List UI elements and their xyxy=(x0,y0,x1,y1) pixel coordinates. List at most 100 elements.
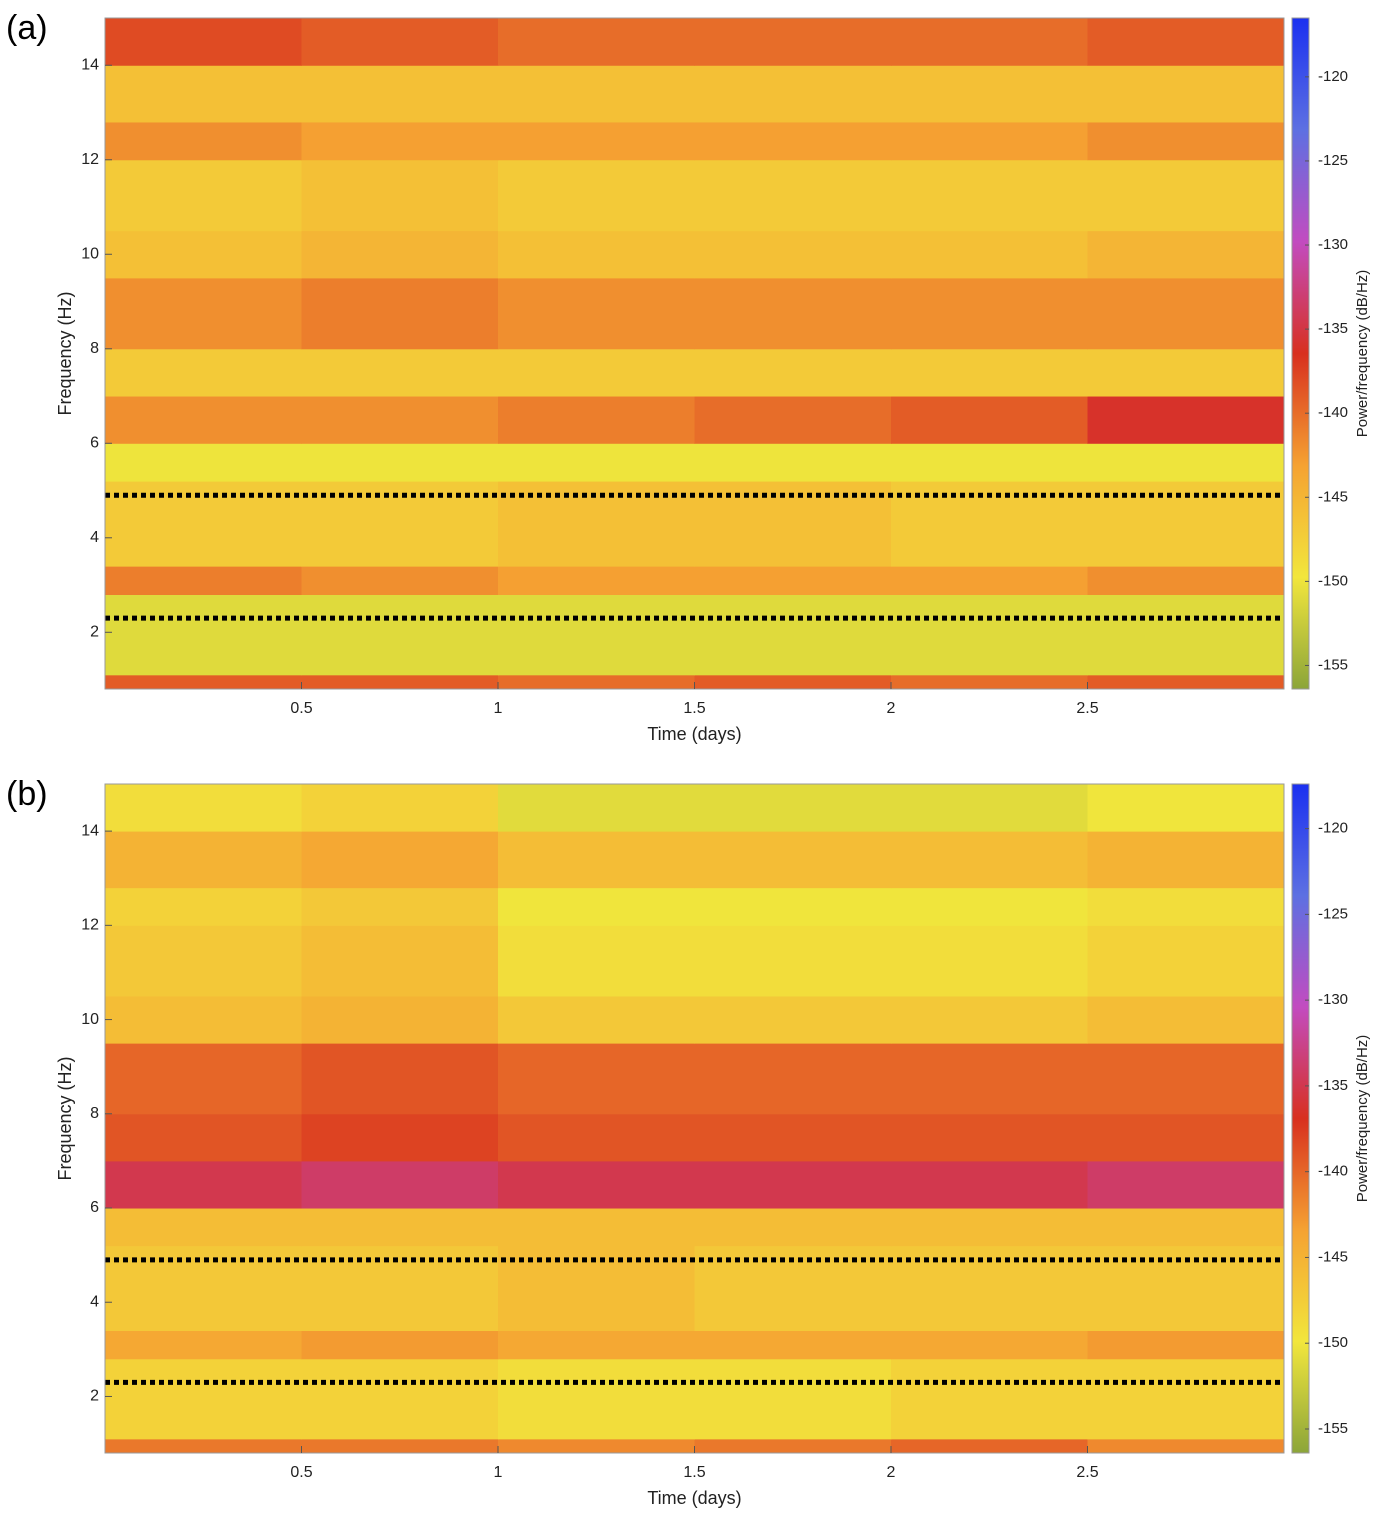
x-tick-label: 0.5 xyxy=(290,700,312,717)
colorbar-tick-label: -135 xyxy=(1318,1077,1348,1094)
heatmap-cell xyxy=(498,1330,695,1360)
heatmap-cell xyxy=(694,1330,892,1360)
colorbar xyxy=(1291,783,1310,1454)
colorbar-tick-label: -120 xyxy=(1318,820,1348,837)
heatmap-cell xyxy=(498,1043,695,1115)
heatmap-cell xyxy=(694,1208,892,1247)
y-tick-label: 8 xyxy=(90,340,99,357)
colorbar-tick-label: -150 xyxy=(1318,1334,1348,1351)
heatmap-cell xyxy=(498,18,695,66)
y-tick-label: 14 xyxy=(81,822,99,839)
x-tick-label: 2 xyxy=(887,1464,896,1481)
heatmap-cell xyxy=(301,887,499,926)
heatmap-cell xyxy=(1087,674,1285,690)
heatmap-cell xyxy=(1087,1043,1285,1115)
heatmap-cell xyxy=(1087,277,1285,350)
y-tick-label: 6 xyxy=(90,435,99,452)
colorbar-tick-label: -140 xyxy=(1318,404,1348,421)
heatmap-cell xyxy=(301,674,499,690)
heatmap-cell xyxy=(105,1113,302,1162)
heatmap-cell xyxy=(105,784,302,832)
heatmap-cell xyxy=(301,1438,499,1454)
colorbar-tick-label: -125 xyxy=(1318,905,1348,922)
panel-label: (b) xyxy=(6,775,48,813)
heatmap-cell xyxy=(891,18,1088,66)
panel-label: (a) xyxy=(6,9,48,47)
heatmap-cell xyxy=(891,159,1088,232)
y-tick-label: 4 xyxy=(90,1293,99,1310)
heatmap-cell xyxy=(891,831,1088,889)
heatmap-cell xyxy=(498,887,695,926)
heatmap-cell xyxy=(301,1113,499,1162)
x-tick-label: 2.5 xyxy=(1076,1464,1098,1481)
heatmap-cell xyxy=(301,159,499,232)
y-tick-label: 10 xyxy=(81,1011,99,1028)
heatmap-cell xyxy=(498,121,695,161)
heatmap-cell xyxy=(301,1043,499,1115)
heatmap-cell xyxy=(694,831,892,889)
heatmap-cell xyxy=(498,230,695,279)
y-tick-label: 2 xyxy=(90,1388,99,1405)
heatmap-cell xyxy=(301,18,499,66)
heatmap-cell xyxy=(105,443,302,482)
heatmap-cell xyxy=(891,230,1088,279)
heatmap-cell xyxy=(891,925,1088,997)
heatmap-cell xyxy=(105,887,302,926)
x-tick-label: 1 xyxy=(494,1464,503,1481)
heatmap-cell xyxy=(105,1043,302,1115)
heatmap-cell xyxy=(301,831,499,889)
heatmap-cell xyxy=(301,594,499,676)
heatmap-cell xyxy=(891,1113,1088,1162)
heatmap-cell xyxy=(694,159,892,232)
colorbar-tick-label: -130 xyxy=(1318,236,1348,253)
heatmap-cell xyxy=(105,1160,302,1209)
heatmap-cell xyxy=(301,996,499,1044)
heatmap-cell xyxy=(694,443,892,482)
colorbar-tick-label: -145 xyxy=(1318,1248,1348,1265)
heatmap-cell xyxy=(105,1358,302,1440)
heatmap-cell xyxy=(498,1358,695,1440)
heatmap-cell xyxy=(498,396,695,444)
heatmap-cell xyxy=(1087,887,1285,926)
colorbar-label: Power/frequency (dB/Hz) xyxy=(1354,1035,1371,1203)
heatmap-cell xyxy=(498,996,695,1044)
heatmap-cell xyxy=(694,121,892,161)
heatmap-cell xyxy=(301,1358,499,1440)
heatmap-cell xyxy=(891,566,1088,595)
heatmap-cell xyxy=(891,1160,1088,1209)
heatmap-cell xyxy=(498,277,695,350)
heatmap-cell xyxy=(105,925,302,997)
heatmap-cell xyxy=(498,1438,695,1454)
heatmap-cell xyxy=(694,277,892,350)
heatmap-cell xyxy=(891,1043,1088,1115)
heatmap-cell xyxy=(694,230,892,279)
heatmap-cell xyxy=(105,1438,302,1454)
colorbar-tick-label: -120 xyxy=(1318,68,1348,85)
heatmap-cell xyxy=(694,1043,892,1115)
y-tick-label: 10 xyxy=(81,245,99,262)
heatmap-cell xyxy=(891,887,1088,926)
heatmap-cell xyxy=(1087,121,1285,161)
heatmap-cell xyxy=(105,277,302,350)
heatmap-cell xyxy=(498,159,695,232)
heatmap-cell xyxy=(891,1208,1088,1247)
heatmap-cell xyxy=(694,566,892,595)
heatmap-cell xyxy=(891,1330,1088,1360)
heatmap-cell xyxy=(498,925,695,997)
heatmap-cell xyxy=(1087,1438,1285,1454)
heatmap-cell xyxy=(105,594,302,676)
heatmap-cell xyxy=(891,996,1088,1044)
heatmap-cell xyxy=(1087,396,1285,444)
heatmap-cell xyxy=(1087,831,1285,889)
x-tick-label: 1.5 xyxy=(683,700,705,717)
y-tick-label: 12 xyxy=(81,917,99,934)
heatmap-cell xyxy=(301,925,499,997)
x-axis-label: Time (days) xyxy=(647,724,741,744)
colorbar-tick-label: -140 xyxy=(1318,1163,1348,1180)
heatmap-cell xyxy=(105,674,302,690)
heatmap-cell xyxy=(301,65,499,123)
colorbar-tick-label: -155 xyxy=(1318,1420,1348,1437)
heatmap-cell xyxy=(1087,65,1285,123)
heatmap-cell xyxy=(105,230,302,279)
